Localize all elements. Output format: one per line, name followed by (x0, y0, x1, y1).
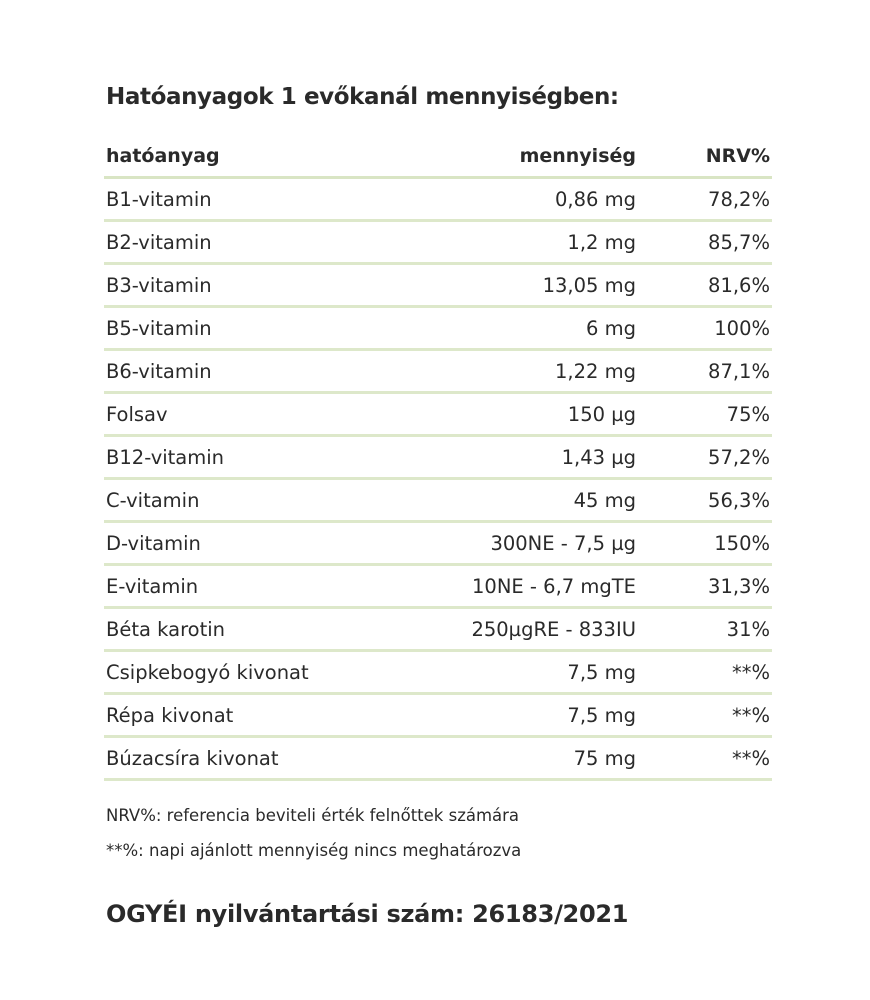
table-row: D-vitamin 300NE - 7,5 µg 150% (104, 521, 772, 566)
nrv-value: 31% (638, 607, 772, 652)
table-row: Csipkebogyó kivonat 7,5 mg **% (104, 650, 772, 695)
amount-value: 1,22 mg (408, 349, 638, 394)
ingredient-name: E-vitamin (104, 564, 408, 609)
table-header: hatóanyag mennyiség NRV% (104, 136, 772, 179)
ingredient-name: B5-vitamin (104, 306, 408, 351)
ingredient-name: Répa kivonat (104, 693, 408, 738)
ingredient-name: C-vitamin (104, 478, 408, 523)
ingredient-name: B2-vitamin (104, 220, 408, 265)
table-row: B1-vitamin 0,86 mg 78,2% (104, 177, 772, 222)
amount-value: 0,86 mg (408, 177, 638, 222)
nrv-value: 56,3% (638, 478, 772, 523)
amount-value: 1,2 mg (408, 220, 638, 265)
nrv-value: 100% (638, 306, 772, 351)
footnotes: NRV%: referencia beviteli érték felnőtte… (106, 798, 521, 868)
table-row: B5-vitamin 6 mg 100% (104, 306, 772, 351)
ingredient-name: B3-vitamin (104, 263, 408, 308)
amount-value: 150 µg (408, 392, 638, 437)
nrv-value: 87,1% (638, 349, 772, 394)
amount-value: 45 mg (408, 478, 638, 523)
ingredient-name: Folsav (104, 392, 408, 437)
amount-value: 250µgRE - 833IU (408, 607, 638, 652)
nrv-value: 78,2% (638, 177, 772, 222)
amount-value: 1,43 µg (408, 435, 638, 480)
nrv-value: 150% (638, 521, 772, 566)
nrv-value: 81,6% (638, 263, 772, 308)
nrv-value: 31,3% (638, 564, 772, 609)
amount-value: 300NE - 7,5 µg (408, 521, 638, 566)
header-ingredient: hatóanyag (104, 136, 408, 179)
nrv-value: 75% (638, 392, 772, 437)
table-row: B2-vitamin 1,2 mg 85,7% (104, 220, 772, 265)
footnote-nrv: NRV%: referencia beviteli érték felnőtte… (106, 806, 520, 825)
ingredient-name: Búzacsíra kivonat (104, 736, 408, 781)
table-row: B3-vitamin 13,05 mg 81,6% (104, 263, 772, 308)
header-amount: mennyiség (408, 136, 638, 179)
table-row: Répa kivonat 7,5 mg **% (104, 693, 772, 738)
ingredient-name: Béta karotin (104, 607, 408, 652)
ingredient-name: Csipkebogyó kivonat (104, 650, 408, 695)
section-title: Hatóanyagok 1 evőkanál mennyiségben: (106, 84, 619, 110)
table-row: E-vitamin 10NE - 6,7 mgTE 31,3% (104, 564, 772, 609)
ingredient-name: D-vitamin (104, 521, 408, 566)
table-row: Folsav 150 µg 75% (104, 392, 772, 437)
table-row: Béta karotin 250µgRE - 833IU 31% (104, 607, 772, 652)
table-row: Búzacsíra kivonat 75 mg **% (104, 736, 772, 781)
amount-value: 7,5 mg (408, 650, 638, 695)
table-row: C-vitamin 45 mg 56,3% (104, 478, 772, 523)
ingredient-name: B1-vitamin (104, 177, 408, 222)
registration-number: OGYÉI nyilvántartási szám: 26183/2021 (106, 900, 629, 928)
nrv-value: 57,2% (638, 435, 772, 480)
amount-value: 10NE - 6,7 mgTE (408, 564, 638, 609)
nrv-value: **% (638, 650, 772, 695)
ingredients-table: hatóanyag mennyiség NRV% B1-vitamin 0,86 … (104, 136, 772, 781)
nrv-value: **% (638, 736, 772, 781)
amount-value: 6 mg (408, 306, 638, 351)
table-row: B6-vitamin 1,22 mg 87,1% (104, 349, 772, 394)
footnote-stars: **%: napi ajánlott mennyiség nincs megha… (106, 841, 522, 860)
header-nrv: NRV% (638, 136, 772, 179)
ingredient-name: B12-vitamin (104, 435, 408, 480)
amount-value: 75 mg (408, 736, 638, 781)
nrv-value: 85,7% (638, 220, 772, 265)
nrv-value: **% (638, 693, 772, 738)
table-row: B12-vitamin 1,43 µg 57,2% (104, 435, 772, 480)
amount-value: 7,5 mg (408, 693, 638, 738)
ingredient-name: B6-vitamin (104, 349, 408, 394)
amount-value: 13,05 mg (408, 263, 638, 308)
